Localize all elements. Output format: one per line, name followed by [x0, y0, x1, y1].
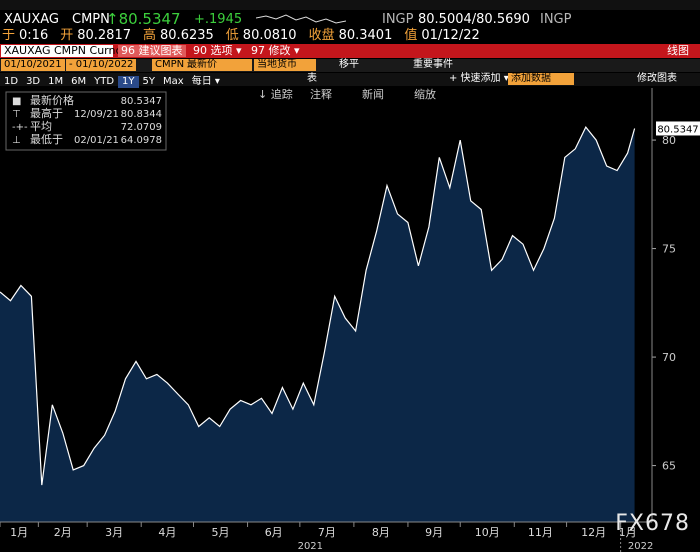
period[interactable]: 每日 ▾ [191, 76, 220, 87]
sparkline [256, 14, 346, 24]
stats-symbol: ■ [12, 96, 21, 107]
stats-box [5, 91, 167, 151]
x-tick-label: 1月 [10, 526, 28, 539]
last-value-box [656, 121, 700, 136]
quote-label: 值 [404, 28, 418, 43]
periods: 1D 3D 1M 6M YTD 1Y 5Y Max 每日 ▾ [0, 73, 224, 88]
source-field[interactable]: CMPN [152, 59, 188, 71]
top-strip [0, 0, 700, 10]
chart-tool[interactable]: 注释 [310, 87, 332, 101]
x-tick-label: 12月 [581, 526, 606, 539]
x-tick-label: 1月 [619, 526, 637, 539]
add-data[interactable]: 添加数据 [508, 73, 574, 85]
stats-date: 02/01/21 [74, 135, 119, 146]
last-value-label: 80.5347 [657, 124, 698, 135]
y-tick-label: 75 [662, 243, 676, 256]
start-date[interactable]: 01/10/2021 [1, 59, 65, 71]
stats-date: 12/09/21 [74, 109, 119, 120]
source: CMPN [72, 12, 110, 27]
quote-label: 低 [225, 28, 239, 43]
year-label: 2022 [628, 541, 653, 552]
x-tick-label: 5月 [212, 526, 230, 539]
watermark: FX678 [615, 511, 690, 536]
field[interactable]: 最新价 [184, 59, 252, 71]
stats-value: 80.5347 [121, 96, 162, 107]
stats-value: 80.8344 [121, 109, 162, 120]
x-tick-label: 9月 [425, 526, 443, 539]
year-label: 2021 [298, 541, 323, 552]
table[interactable]: 表 [307, 73, 317, 84]
currency[interactable]: 当地货币 [254, 59, 316, 71]
quote-value: 01/12/22 [421, 28, 480, 43]
period[interactable]: 3D [26, 76, 41, 87]
quote-value: 80.0810 [242, 28, 297, 43]
y-tick-label: 80 [662, 134, 676, 147]
menu-item[interactable]: 96 建议图表 [118, 45, 186, 57]
period-bar: 1D 3D 1M 6M YTD 1Y 5Y Max 每日 ▾ 表 + 快速添加 ▾ 添加数据 修… [0, 73, 700, 88]
period[interactable]: 1D [4, 76, 19, 87]
x-tick-label: 7月 [318, 526, 336, 539]
security[interactable]: XAUXAG CMPN Curnc [1, 45, 122, 57]
edit-chart[interactable]: 修改图表 [637, 73, 677, 84]
quote-label: 高 [143, 28, 157, 43]
smooth[interactable]: 移平 [339, 59, 359, 70]
period[interactable]: YTD [94, 76, 115, 87]
chart-kind: 线图 [667, 44, 689, 57]
quote-value: 80.3401 [338, 28, 393, 43]
x-tick-label: 3月 [105, 526, 123, 539]
chart-tool[interactable]: 缩放 [414, 87, 436, 101]
line [0, 125, 636, 486]
period[interactable]: 1M [48, 76, 64, 87]
quote-label: 开 [60, 28, 74, 43]
stats-value: 72.0709 [121, 122, 162, 133]
sparkline-line [256, 14, 346, 24]
stats-symbol: -+- [12, 122, 28, 133]
ticker: XAUXAG [4, 12, 59, 27]
menu-item[interactable]: 97 修改 ▾ [251, 44, 300, 57]
chart-tool[interactable]: 新闻 [362, 87, 384, 101]
quote-label: 于 [2, 28, 16, 43]
change: +.1945 [194, 12, 243, 27]
x-tick-label: 10月 [475, 526, 500, 539]
stats-symbol: ⊤ [12, 109, 21, 120]
x-tick-label: 8月 [372, 526, 390, 539]
x-tick-label: 6月 [265, 526, 283, 539]
stats-value: 64.0978 [121, 135, 162, 146]
bid-ask: 80.5004/80.5690 [418, 12, 530, 27]
period[interactable]: 5Y [142, 76, 156, 87]
x-tick-label: 4月 [158, 526, 176, 539]
x-tick-label: 11月 [528, 526, 553, 539]
quote-value: 0:16 [19, 28, 49, 43]
quote-value: 80.2817 [77, 28, 131, 43]
x-tick-label: 2月 [54, 526, 72, 539]
chart-tool[interactable]: ↓ 追踪 [258, 87, 293, 101]
stats-name: 平均 [30, 120, 52, 133]
period[interactable]: 1Y [118, 76, 139, 88]
y-tick-label: 65 [662, 460, 676, 473]
quick-add[interactable]: + 快速添加 ▾ [449, 73, 509, 84]
quote-row: 于 0:16 开 80.2817 高 80.6235 低 80.0810 收盘 80.3401 值 0… [2, 29, 492, 43]
quote-label: 收盘 [308, 28, 335, 43]
stats-name: 最高于 [30, 106, 63, 120]
menu-item[interactable]: 90 选项 ▾ [193, 44, 242, 57]
y-tick-label: 70 [662, 351, 676, 364]
area [0, 127, 635, 522]
bid-source: INGP [382, 12, 414, 27]
end-date[interactable]: - 01/10/2022 [66, 59, 137, 71]
stats-name: 最低于 [30, 133, 63, 146]
ask-source: INGP [540, 12, 572, 27]
x-axis-bg [0, 522, 700, 552]
period[interactable]: 6M [71, 76, 87, 87]
stats-name: 最新价格 [30, 93, 74, 107]
period[interactable]: Max [163, 76, 184, 87]
stats-symbol: ⊥ [12, 135, 21, 146]
last: ↑80.5347 [106, 10, 181, 28]
quote-value: 80.6235 [160, 28, 214, 43]
date-bar: 01/10/2021 - 01/10/2022 CMPN 最新价 当地货币 移平… [0, 59, 700, 72]
events[interactable]: 重要事件 [413, 59, 453, 70]
menu-bar: XAUXAG CMPN Curnc 96 建议图表 90 选项 ▾ 97 修改 … [0, 44, 700, 58]
